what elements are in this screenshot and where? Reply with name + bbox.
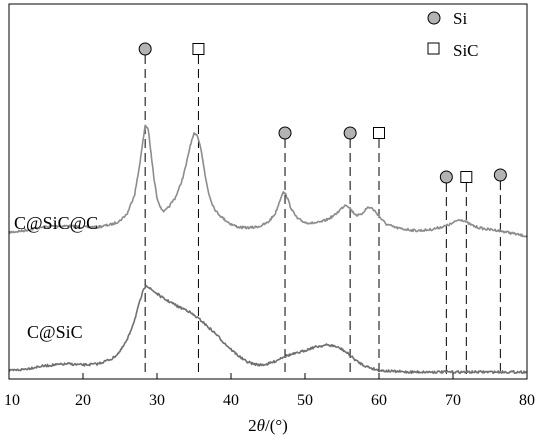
x-tick-label: 30 [149, 392, 165, 409]
series-label-c-sic-c: C@SiC@C [14, 213, 98, 233]
x-tick-label: 60 [371, 392, 387, 409]
peak-marker-si [493, 168, 507, 182]
peak-marker-sic [192, 43, 205, 55]
x-tick-label: 80 [519, 392, 535, 409]
peak-marker-sic [373, 127, 385, 139]
peak-marker-sic [460, 171, 473, 183]
legend-sic-marker [427, 42, 440, 55]
peak-marker-symbols [138, 42, 507, 184]
x-tick-label: 70 [445, 392, 461, 409]
x-tick-label: 40 [223, 392, 239, 409]
peak-marker-si [439, 170, 453, 184]
x-tick-label: 10 [4, 392, 20, 409]
series-line-c-sic [8, 284, 528, 374]
legend-si-label: Si [453, 9, 467, 28]
series-label-c-sic: C@SiC [27, 322, 83, 342]
plot-frame [8, 3, 528, 380]
x-axis-ticks: 10 20 30 40 50 60 70 80 [4, 373, 535, 409]
peak-marker-lines [144, 55, 501, 377]
x-tick-label: 20 [75, 392, 91, 409]
legend: Si SiC [427, 9, 479, 60]
legend-si-marker [427, 11, 441, 25]
peak-marker-si [278, 126, 292, 140]
series-layer [8, 124, 528, 374]
series-line-c-sic-c [8, 124, 528, 238]
peak-marker-si [138, 42, 152, 56]
legend-sic-label: SiC [453, 41, 479, 60]
peak-marker-si [343, 126, 357, 140]
x-tick-label: 50 [297, 392, 313, 409]
x-axis-title: 2θ/(°) [248, 416, 288, 435]
